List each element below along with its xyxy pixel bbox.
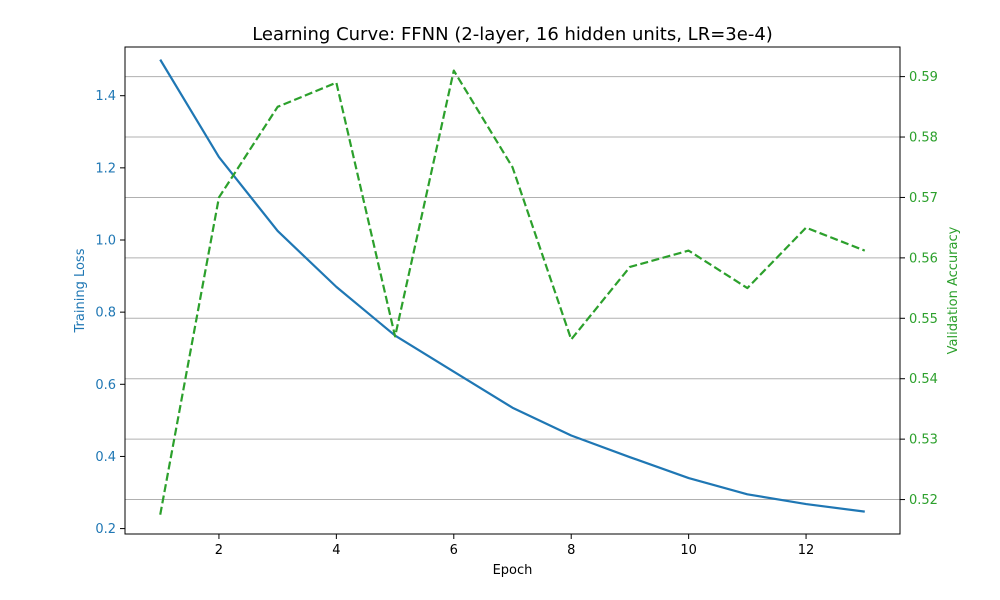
x-tick-label: 2	[215, 543, 223, 558]
x-tick-label: 4	[332, 543, 340, 558]
left-axis-label: Training Loss	[73, 248, 88, 333]
training-loss-line	[159, 59, 865, 513]
x-tick-label: 10	[680, 543, 697, 558]
grid-layer	[125, 76, 900, 501]
validation-accuracy-line	[159, 69, 866, 515]
left-tick-label: 1.2	[95, 161, 116, 176]
plot-frame	[124, 46, 901, 535]
right-tick-label: 0.54	[909, 372, 938, 387]
right-tick-label: 0.56	[909, 251, 938, 266]
right-tick-label: 0.52	[909, 493, 938, 508]
right-axis-ticks: 0.52 0.53 0.54 0.55 0.56 0.57 0.58 0.59	[900, 70, 938, 508]
right-tick-label: 0.53	[909, 433, 938, 448]
chart-title: Learning Curve: FFNN (2-layer, 16 hidden…	[252, 24, 773, 45]
left-tick-label: 0.8	[95, 306, 116, 321]
x-tick-label: 12	[798, 543, 815, 558]
x-axis-ticks: 2 4 6 8 10 12	[215, 534, 815, 558]
right-axis-label: Validation Accuracy	[946, 226, 961, 354]
x-axis-label: Epoch	[493, 563, 533, 578]
left-tick-label: 1.0	[95, 233, 116, 248]
left-tick-label: 1.4	[95, 89, 116, 104]
left-tick-label: 0.4	[95, 450, 116, 465]
right-tick-label: 0.59	[909, 70, 938, 85]
left-tick-label: 0.2	[95, 522, 116, 537]
series-layer	[159, 59, 866, 515]
x-tick-label: 6	[450, 543, 458, 558]
right-tick-label: 0.55	[909, 312, 938, 327]
left-tick-label: 0.6	[95, 378, 116, 393]
right-tick-label: 0.57	[909, 191, 938, 206]
x-tick-label: 8	[567, 543, 575, 558]
left-axis-ticks: 0.2 0.4 0.6 0.8 1.0 1.2 1.4	[95, 89, 125, 537]
right-tick-label: 0.58	[909, 131, 938, 146]
